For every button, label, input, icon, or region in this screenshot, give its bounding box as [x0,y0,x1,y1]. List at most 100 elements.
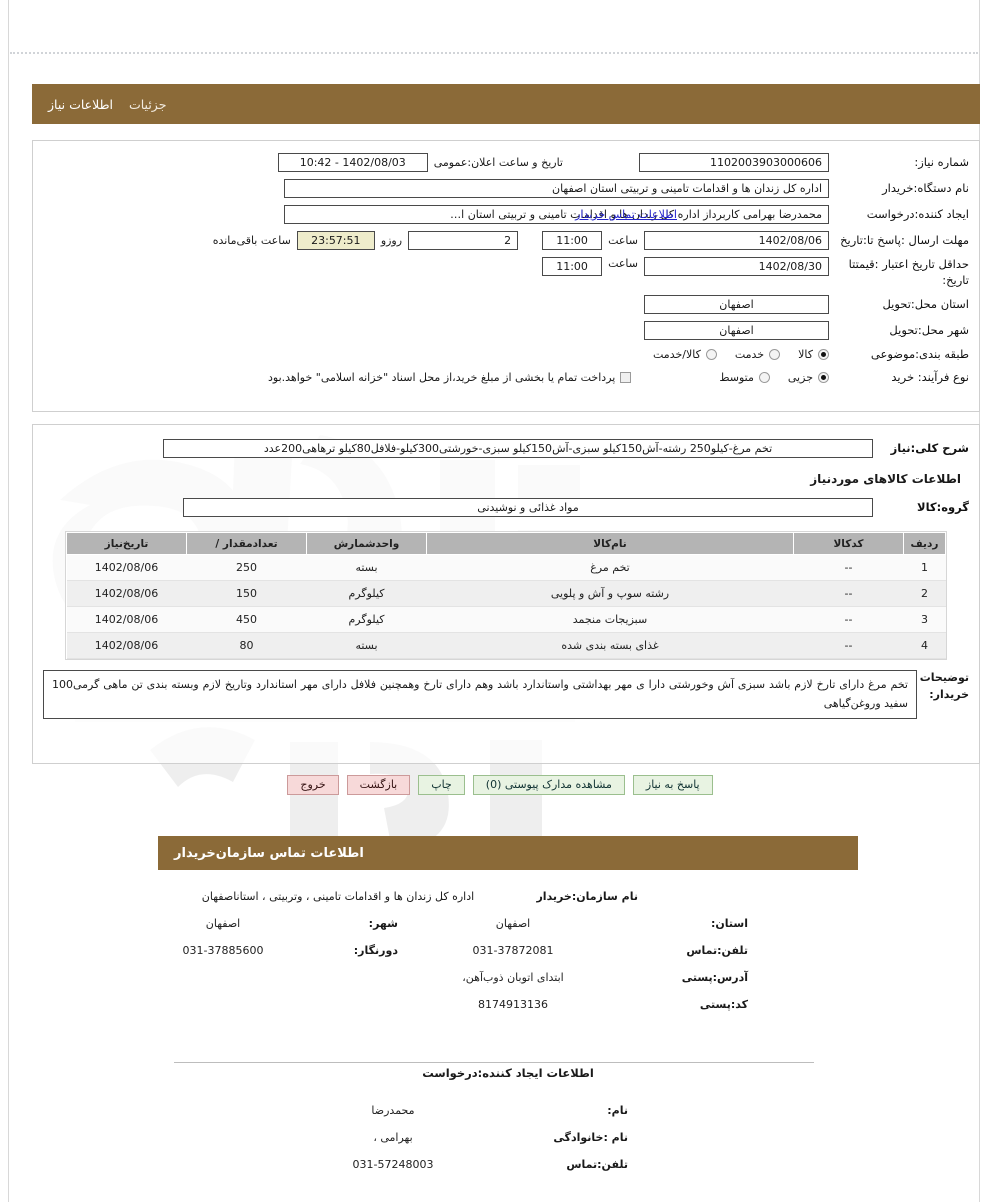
creator-phone-value: 031-57248003 [352,1158,434,1171]
validity-time[interactable]: 11:00 [542,257,603,276]
buyer-org-value[interactable]: اداره کل زندان ها و اقدامات تامینی و ترب… [284,179,829,198]
delivery-city-value[interactable]: اصفهان [644,321,829,341]
cell-qty: 80 [186,632,307,659]
announce-label: تاریخ و ساعت اعلان:عمومی [433,156,563,169]
deadline-time[interactable]: 11:00 [542,231,603,250]
delivery-province-label: استان محل:تحویل [882,296,969,311]
cell-code: -- [793,580,904,607]
row-process: نوع فرآیند: خرید جزیی متوسط پرداخت تمام … [43,370,969,386]
radio-kala-icon[interactable] [818,349,829,361]
table-row[interactable]: 1 -- تخم مرغ بسته 250 1402/08/06 [66,554,946,581]
radio-kala-khedmat-icon[interactable] [705,349,717,361]
row-validity: حداقل تاریخ اعتبار :قیمتتا تاریخ: 1402/0… [43,257,969,288]
buyer-contact-link[interactable]: اطلاعات تماس خریدار [575,208,677,221]
cell-date: 1402/08/06 [66,580,187,607]
days-remaining[interactable]: 2 [408,231,519,250]
tab-need-info[interactable]: اطلاعات نیاز [48,96,113,112]
creator-row-phone: تلفن:تماس 031-57248003 [158,1158,858,1171]
creator-last-name-value: بهرامی ، [373,1131,413,1144]
cell-code: -- [793,554,904,581]
contact-org-label: نام سازمان:خریدار [536,890,638,903]
days-unit-label: روزو [380,234,403,247]
back-button[interactable]: بازگشت [346,775,411,795]
row-group: گروه:کالا مواد غذائی و نوشیدنی [43,498,969,517]
contact-address-label: آدرس:پستی [681,971,748,984]
table-row[interactable]: 4 -- غذای بسته بندی شده بسته 80 1402/08/… [66,632,946,659]
row-city: شهر محل:تحویل اصفهان [43,321,969,341]
contact-section-header: اطلاعات تماس سازمان‌خریدار [158,836,858,870]
cell-date: 1402/08/06 [66,606,187,633]
summary-value[interactable]: تخم مرغ-کیلو250 رشته-آش150کیلو سبزی-آش15… [163,439,873,458]
buyer-notes: توضیحات خریدار: تخم مرغ دارای تارخ لازم … [43,670,969,720]
contact-row-org: نام سازمان:خریدار اداره کل زندان ها و اق… [158,890,858,903]
creator-first-name-value: محمدرضا [371,1104,415,1117]
cell-date: 1402/08/06 [66,554,187,581]
category-option-kala[interactable]: کالا [798,348,829,361]
cell-date: 1402/08/06 [66,632,187,659]
respond-to-need-button[interactable]: پاسخ به نیاز [632,775,713,795]
view-attachments-button[interactable]: مشاهده مدارک پیوستی (0) [472,775,625,795]
page-header-bar: جزئیات اطلاعات نیاز [32,84,980,124]
radio-jozi-icon[interactable] [818,371,829,383]
announce-value[interactable]: 1402/08/03 - 10:42 [277,153,428,172]
group-label: گروه:کالا [917,499,969,514]
process-option-motavaset[interactable]: متوسط [719,371,770,384]
cell-name: تخم مرغ [426,554,794,581]
treasury-checkbox-option[interactable]: پرداخت تمام یا بخشی از مبلغ خرید،از محل … [268,370,632,384]
creator-title: اطلاعات ایجاد کننده:درخواست [422,1066,594,1080]
category-option-kala-label: کالا [798,348,813,362]
category-option-khedmat[interactable]: خدمت [734,348,781,362]
table-row[interactable]: 2 -- رشته سوپ و آش و پلویی کیلوگرم 150 1… [66,580,946,607]
top-divider [10,52,978,54]
cell-code: -- [793,632,904,659]
contact-fax-label: دورنگار: [353,944,398,957]
col-unit: واحدشمارش [306,532,427,555]
cell-qty: 450 [186,606,307,633]
row-province: استان محل:تحویل اصفهان [43,295,969,315]
category-option-khedmat-label: خدمت [734,348,765,362]
group-value[interactable]: مواد غذائی و نوشیدنی [183,498,873,517]
contact-row-postal: کد:پستی 8174913136 [158,998,858,1011]
validity-date[interactable]: 1402/08/30 [644,257,829,276]
process-option-motavaset-label: متوسط [719,370,754,384]
process-option-jozi[interactable]: جزیی [788,371,829,384]
summary-label: شرح کلی:نیاز [890,440,969,455]
contact-postal-label: کد:پستی [699,998,748,1011]
print-button[interactable]: چاپ [418,775,465,795]
cell-unit: بسته [306,554,427,581]
category-option-kala-khedmat[interactable]: کالا/خدمت [653,348,717,361]
delivery-province-value[interactable]: اصفهان [644,295,829,315]
need-number-value[interactable]: 1102003903000606 [639,153,829,172]
deadline-hour-label: ساعت [608,234,638,247]
notes-label: توضیحات خریدار: [919,671,969,701]
process-label: نوع فرآیند: خرید [891,369,969,384]
category-label: طبقه بندی:موضوعی [870,347,969,362]
checkbox-treasury-icon[interactable] [620,371,632,383]
items-table-wrapper: ردیف کدکالا نام‌کالا واحدشمارش تعداد‌مقد… [65,531,947,660]
row-summary: شرح کلی:نیاز تخم مرغ-کیلو250 رشته-آش150ک… [43,439,969,458]
cell-row: 2 [903,580,946,607]
countdown-label: ساعت باقی‌مانده [212,234,291,247]
creator-value[interactable]: محمدرضا بهرامی کاربرداز اداره کل زندان ه… [284,205,829,224]
radio-motavaset-icon[interactable] [758,371,770,383]
row-deadline: مهلت ارسال :پاسخ تا:تاریخ 1402/08/06 ساع… [43,231,969,250]
cell-qty: 250 [186,554,307,581]
creator-first-name-label: نام: [607,1104,628,1117]
cell-name: غذای بسته بندی شده [426,632,794,659]
validity-label: حداقل تاریخ اعتبار :قیمتتا تاریخ: [848,257,969,287]
exit-button[interactable]: خروج [287,775,339,795]
col-date: تاریخ‌نیاز [66,532,187,555]
process-option-jozi-label: جزیی [787,370,813,384]
contact-row-phone: تلفن:تماس 031-37872081 دورنگار: 031-3788… [158,944,858,957]
deadline-date[interactable]: 1402/08/06 [644,231,829,250]
tab-details[interactable]: جزئیات [128,96,167,112]
radio-khedmat-icon[interactable] [769,349,781,361]
cell-row: 1 [903,554,946,581]
header-tabs: جزئیات اطلاعات نیاز [48,97,166,112]
treasury-text: پرداخت تمام یا بخشی از مبلغ خرید،از محل … [268,370,616,384]
contact-section-title: اطلاعات تماس سازمان‌خریدار [174,845,364,861]
contact-phone-value: 031-37872081 [472,944,554,957]
goods-panel: شرح کلی:نیاز تخم مرغ-کیلو250 رشته-آش150ک… [32,424,980,764]
row-need-number: شماره نیاز: 1102003903000606 تاریخ و ساع… [43,153,969,172]
table-row[interactable]: 3 -- سبزیجات منجمد کیلوگرم 450 1402/08/0… [66,606,946,633]
